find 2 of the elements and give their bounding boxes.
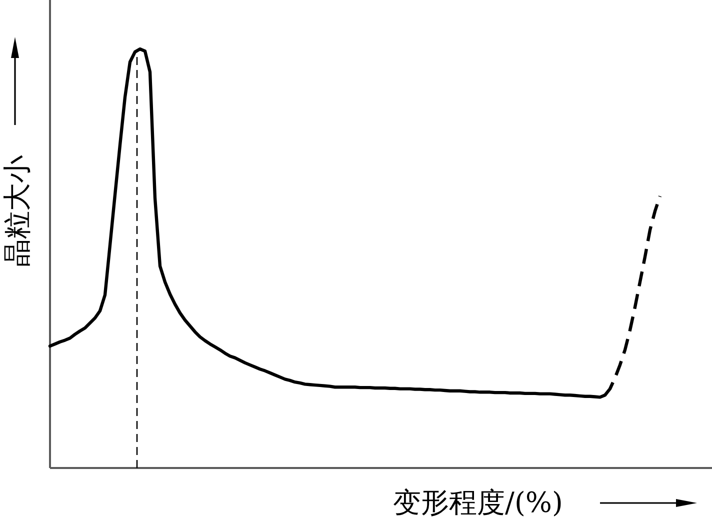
ylabel: 晶粒大小 xyxy=(0,155,34,267)
xlabel: 变形程度/(%) xyxy=(393,486,563,518)
